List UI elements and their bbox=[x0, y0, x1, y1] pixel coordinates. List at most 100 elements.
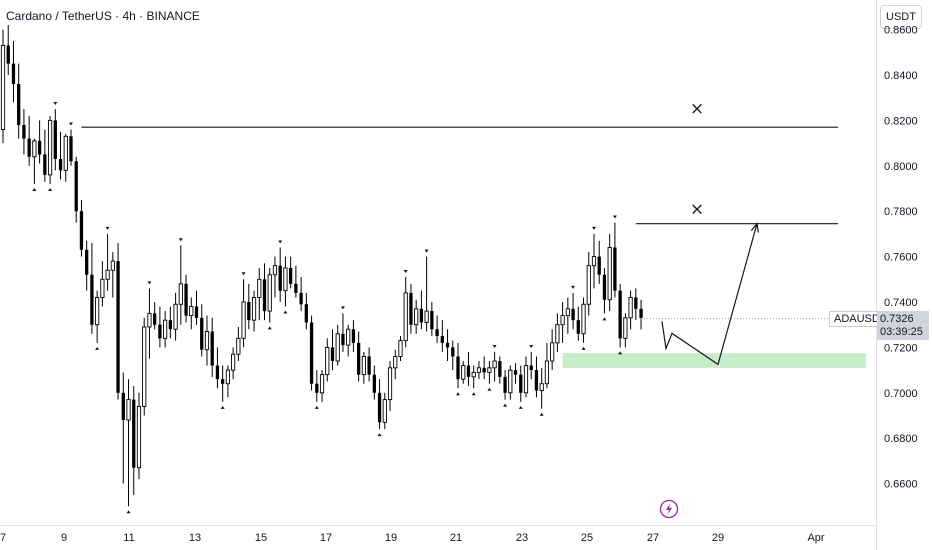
candle-body-down bbox=[367, 356, 371, 375]
candle-body-up bbox=[346, 328, 351, 346]
projection-arrowhead bbox=[750, 222, 759, 233]
candle-body-down bbox=[184, 283, 188, 316]
candle-body-down bbox=[440, 336, 444, 343]
projection-path bbox=[661, 223, 758, 366]
candle-body-up bbox=[272, 265, 278, 276]
fractal-low-marker bbox=[95, 346, 100, 350]
y-tick-label: 0.7800 bbox=[884, 206, 918, 218]
fractal-high-marker bbox=[492, 344, 497, 348]
candle-body-down bbox=[278, 265, 282, 291]
candle-body-down bbox=[116, 261, 120, 393]
candle-body-up bbox=[508, 369, 513, 394]
candle-body-up bbox=[204, 331, 210, 351]
candle-body-up bbox=[555, 324, 560, 344]
fractal-high-marker bbox=[278, 240, 283, 244]
candle-body-up bbox=[565, 308, 570, 317]
candle-body-up bbox=[398, 340, 403, 357]
candle-body-down bbox=[372, 374, 376, 393]
candle-body-up bbox=[382, 399, 387, 423]
x-tick-label: 23 bbox=[516, 532, 528, 544]
fractal-high-marker bbox=[591, 226, 596, 230]
candle-body-down bbox=[430, 311, 434, 330]
candle-body-down bbox=[221, 379, 225, 384]
candle-body-up bbox=[471, 371, 476, 378]
candle-body-up bbox=[591, 256, 597, 267]
candle-body-up bbox=[236, 337, 241, 355]
candle-body-down bbox=[519, 374, 523, 393]
fractal-high-marker bbox=[529, 344, 534, 348]
fractal-high-marker bbox=[147, 281, 152, 285]
candle-body-down bbox=[11, 63, 16, 85]
candle-body-down bbox=[529, 365, 533, 371]
fractal-low-marker bbox=[456, 392, 461, 396]
currency-selector-button[interactable]: USDT bbox=[880, 5, 922, 29]
candle-body-down bbox=[53, 120, 57, 159]
candle-body-down bbox=[341, 333, 345, 346]
x-tick-label: 13 bbox=[189, 532, 201, 544]
candle-body-down bbox=[43, 154, 47, 175]
bar-countdown-label: 03:39:25 bbox=[877, 325, 929, 340]
y-tick-label: 0.6800 bbox=[884, 433, 918, 445]
candle-body-up bbox=[361, 356, 366, 376]
y-tick-label: 0.7000 bbox=[884, 388, 918, 400]
y-tick-label: 0.6600 bbox=[884, 479, 918, 491]
candle-body-down bbox=[409, 292, 413, 325]
fractal-low-marker bbox=[618, 351, 623, 355]
candle-body-down bbox=[451, 347, 455, 357]
candle-body-up bbox=[403, 292, 408, 342]
candle-body-down bbox=[262, 279, 267, 312]
candle-body-down bbox=[571, 308, 575, 321]
candle-body-up bbox=[189, 306, 194, 317]
candle-body-up bbox=[178, 283, 183, 305]
y-tick-label: 0.8400 bbox=[884, 70, 918, 82]
y-tick-label: 0.8600 bbox=[884, 25, 918, 37]
candle-body-down bbox=[85, 249, 89, 275]
candle-body-up bbox=[539, 383, 544, 391]
x-tick-label: Apr bbox=[807, 532, 824, 544]
candle-body-down bbox=[289, 267, 293, 284]
candle-body-up bbox=[173, 303, 178, 330]
last-price-label: 0.7326 bbox=[877, 311, 929, 326]
candle-body-up bbox=[100, 278, 105, 298]
x-tick-label: 17 bbox=[320, 532, 332, 544]
fractal-low-marker bbox=[377, 433, 382, 437]
candle-body-up bbox=[387, 367, 393, 401]
y-tick-label: 0.7400 bbox=[884, 297, 918, 309]
y-tick-label: 0.7200 bbox=[884, 342, 918, 354]
fractal-low-marker bbox=[220, 405, 225, 409]
candle-body-down bbox=[6, 45, 10, 64]
candle-body-down bbox=[435, 329, 439, 337]
candle-body-up bbox=[335, 333, 340, 362]
candle-body-down bbox=[210, 331, 214, 366]
candle-body-down bbox=[445, 342, 450, 348]
candle-body-down bbox=[419, 308, 424, 323]
fractal-high-marker bbox=[424, 249, 429, 253]
candle-body-down bbox=[69, 136, 73, 162]
candle-body-down bbox=[330, 347, 335, 362]
candle-body-down bbox=[132, 399, 136, 468]
candle-body-down bbox=[309, 322, 314, 384]
candle-body-down bbox=[153, 313, 157, 325]
fractal-low-marker bbox=[503, 403, 508, 407]
candle-body-up bbox=[550, 342, 555, 362]
lightning-logo-icon[interactable] bbox=[659, 499, 679, 519]
x-tick-label: 7 bbox=[0, 532, 6, 544]
fractal-low-marker bbox=[487, 387, 492, 391]
candle-body-down bbox=[168, 320, 173, 330]
candle-body-down bbox=[37, 140, 42, 155]
candle-body-up bbox=[142, 326, 147, 407]
candle-body-up bbox=[607, 247, 612, 301]
x-tick-label: 27 bbox=[647, 532, 659, 544]
candle-body-down bbox=[482, 367, 486, 373]
fractal-high-marker bbox=[241, 272, 246, 276]
x-tick-label: 15 bbox=[255, 532, 267, 544]
candle-body-down bbox=[299, 292, 303, 305]
candle-body-up bbox=[628, 297, 633, 319]
fractal-low-marker bbox=[48, 187, 53, 191]
candle-body-down bbox=[377, 392, 382, 423]
candle-body-up bbox=[225, 369, 230, 385]
candle-body-up bbox=[560, 315, 565, 326]
fractal-high-marker bbox=[105, 226, 110, 230]
target-mark: × bbox=[690, 99, 704, 119]
